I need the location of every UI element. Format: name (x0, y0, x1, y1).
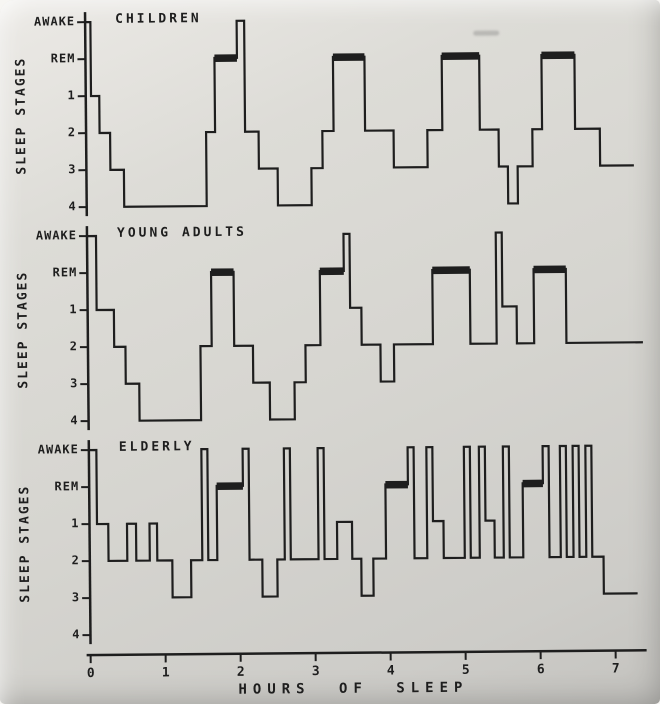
hypnogram-young-adults-chart (78, 226, 643, 431)
rem-episode-bar (522, 479, 543, 488)
y-axis-line (87, 440, 92, 645)
rem-episode-bar (332, 53, 365, 61)
scan-artifact (473, 30, 500, 36)
x-axis-ticks (86, 648, 647, 664)
rem-episode-bar (432, 266, 470, 275)
rem-episode-bar (211, 268, 234, 277)
hypnogram-children-chart (77, 12, 634, 217)
y-axis-line (85, 226, 90, 431)
hypnogram-elderly-chart (80, 440, 638, 645)
rem-episode-bar (385, 480, 408, 489)
rem-episode-bar (319, 267, 344, 276)
sleep-stage-trace (85, 19, 634, 208)
sleep-stage-trace (86, 231, 643, 422)
rem-episode-bar (216, 482, 243, 490)
rem-episode-bar (441, 52, 480, 61)
x-axis-line (86, 648, 647, 657)
panel-children: SLEEP STAGES CHILDREN AWAKE REM 1 2 3 4 (0, 3, 659, 223)
sleep-stage-trace (88, 444, 638, 599)
panel-young-adults: SLEEP STAGES YOUNG ADULTS AWAKE REM 1 2 3 4 (0, 217, 660, 437)
rem-episode-bar (533, 265, 566, 274)
y-axis-line (83, 12, 89, 217)
rem-episode-bar (214, 54, 237, 62)
rem-episode-bar (541, 51, 575, 60)
panel-elderly: SLEEP STAGES ELDERLY AWAKE REM 1 2 3 4 (1, 431, 660, 651)
